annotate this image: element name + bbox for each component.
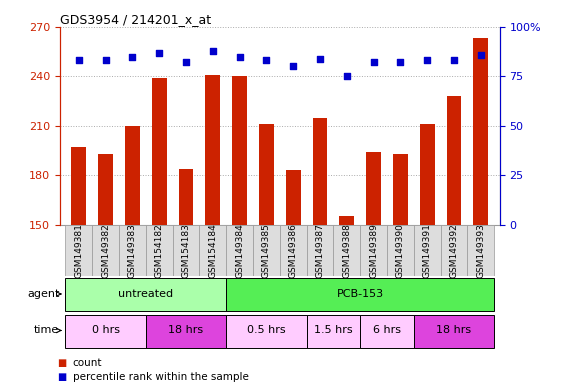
Point (288, 63, 297, 70)
Point (182, 60, 191, 66)
Bar (119, 225, 146, 276)
Point (128, 53, 137, 60)
Text: percentile rank within the sample: percentile rank within the sample (73, 372, 248, 382)
Text: 0 hrs: 0 hrs (91, 326, 119, 336)
Bar (420, 124, 435, 225)
Text: GSM149383: GSM149383 (128, 223, 137, 278)
Text: GSM149382: GSM149382 (101, 223, 110, 278)
Text: ■: ■ (57, 372, 66, 382)
Text: agent: agent (27, 289, 59, 299)
Bar (393, 154, 408, 225)
Bar (98, 154, 113, 225)
Text: untreated: untreated (118, 289, 174, 299)
Point (423, 58, 432, 64)
Text: GSM149393: GSM149393 (476, 223, 485, 278)
Point (101, 58, 110, 64)
Bar (307, 225, 333, 276)
Bar (152, 78, 167, 225)
Point (155, 50, 164, 56)
Point (396, 60, 405, 66)
Bar (313, 118, 327, 225)
Text: GSM149385: GSM149385 (262, 223, 271, 278)
Bar (468, 225, 494, 276)
Bar (92, 225, 119, 276)
Bar (473, 38, 488, 225)
Text: GSM149381: GSM149381 (74, 223, 83, 278)
Bar (387, 225, 414, 276)
Bar (414, 315, 494, 348)
Text: GSM149387: GSM149387 (316, 223, 324, 278)
Point (235, 53, 244, 60)
Bar (206, 74, 220, 225)
Text: 1.5 hrs: 1.5 hrs (314, 326, 353, 336)
Text: GSM154183: GSM154183 (182, 223, 191, 278)
Text: 0.5 hrs: 0.5 hrs (247, 326, 286, 336)
Point (315, 55, 324, 61)
Bar (226, 315, 307, 348)
Bar (65, 315, 146, 348)
Bar (360, 225, 387, 276)
Text: GSM149389: GSM149389 (369, 223, 378, 278)
Bar (65, 225, 92, 276)
Point (74, 58, 83, 64)
Text: 18 hrs: 18 hrs (168, 326, 203, 336)
Text: GSM149386: GSM149386 (289, 223, 297, 278)
Bar (333, 225, 360, 276)
Text: GSM149390: GSM149390 (396, 223, 405, 278)
Point (449, 58, 459, 64)
Bar (199, 225, 226, 276)
Text: GSM154182: GSM154182 (155, 223, 164, 278)
Point (476, 51, 485, 58)
Text: count: count (73, 358, 102, 368)
Bar (179, 169, 194, 225)
Text: GSM149388: GSM149388 (342, 223, 351, 278)
Text: GSM154184: GSM154184 (208, 223, 218, 278)
Bar (414, 225, 441, 276)
Bar (360, 315, 414, 348)
Bar (366, 152, 381, 225)
Bar (146, 225, 172, 276)
Bar (441, 225, 468, 276)
Point (208, 48, 218, 54)
Bar (280, 225, 307, 276)
Text: PCB-153: PCB-153 (337, 289, 384, 299)
Bar (339, 217, 354, 225)
Text: 18 hrs: 18 hrs (436, 326, 472, 336)
Text: GSM149384: GSM149384 (235, 223, 244, 278)
Bar (286, 170, 300, 225)
Point (369, 60, 378, 66)
Bar (125, 126, 140, 225)
Bar (447, 96, 461, 225)
Text: GSM149392: GSM149392 (449, 223, 459, 278)
Bar (232, 76, 247, 225)
Text: time: time (34, 326, 59, 336)
Bar (226, 278, 494, 311)
Text: ■: ■ (57, 358, 66, 368)
Text: GSM149391: GSM149391 (423, 223, 432, 278)
Bar (226, 225, 253, 276)
Point (262, 58, 271, 64)
Bar (253, 225, 280, 276)
Bar (259, 124, 274, 225)
Text: GDS3954 / 214201_x_at: GDS3954 / 214201_x_at (60, 13, 211, 26)
Bar (146, 315, 226, 348)
Point (342, 73, 351, 79)
Text: 6 hrs: 6 hrs (373, 326, 401, 336)
Bar (172, 225, 199, 276)
Bar (307, 315, 360, 348)
Bar (65, 278, 226, 311)
Bar (71, 147, 86, 225)
